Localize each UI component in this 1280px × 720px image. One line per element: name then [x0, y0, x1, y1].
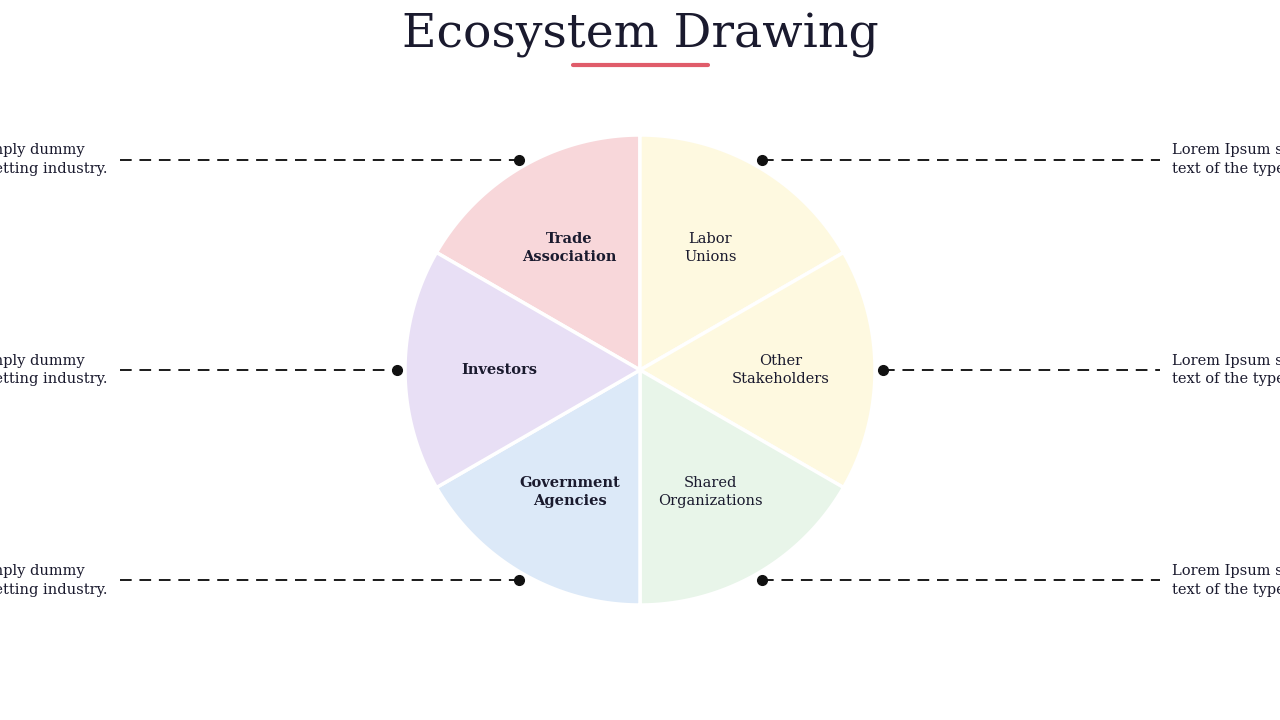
Text: Ecosystem Drawing: Ecosystem Drawing	[402, 12, 878, 58]
Text: Lorem Ipsum simply dummy
text of the typesetting industry.: Lorem Ipsum simply dummy text of the typ…	[0, 143, 108, 176]
Text: Government
Agencies: Government Agencies	[520, 477, 620, 508]
Polygon shape	[640, 370, 844, 605]
Polygon shape	[640, 135, 844, 370]
Text: Other
Stakeholders: Other Stakeholders	[732, 354, 829, 386]
Polygon shape	[404, 253, 640, 487]
Text: Lorem Ipsum simply dummy
text of the typesetting industry.: Lorem Ipsum simply dummy text of the typ…	[1172, 564, 1280, 597]
Text: Investors: Investors	[461, 363, 538, 377]
Text: Lorem Ipsum simply dummy
text of the typesetting industry.: Lorem Ipsum simply dummy text of the typ…	[0, 354, 108, 386]
Polygon shape	[640, 253, 876, 487]
Text: Labor
Unions: Labor Unions	[685, 233, 737, 264]
Polygon shape	[436, 135, 640, 370]
Text: Trade
Association: Trade Association	[522, 233, 617, 264]
Text: Lorem Ipsum simply dummy
text of the typesetting industry.: Lorem Ipsum simply dummy text of the typ…	[1172, 143, 1280, 176]
Text: Lorem Ipsum simply dummy
text of the typesetting industry.: Lorem Ipsum simply dummy text of the typ…	[0, 564, 108, 597]
Text: Lorem Ipsum simply dummy
text of the typesetting industry.: Lorem Ipsum simply dummy text of the typ…	[1172, 354, 1280, 386]
Text: Shared
Organizations: Shared Organizations	[658, 477, 763, 508]
Polygon shape	[436, 370, 640, 605]
